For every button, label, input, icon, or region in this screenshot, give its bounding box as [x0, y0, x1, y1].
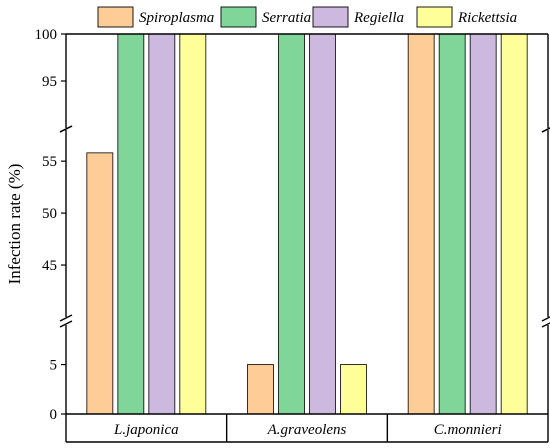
category-label-1: A.graveolens: [267, 422, 347, 438]
legend-label-regiella: Regiella: [353, 10, 404, 26]
bar-rickettsia-2: [500, 33, 528, 415]
y-tick-label-5: 5: [50, 358, 58, 374]
y-tick-label-0: 0: [50, 407, 58, 423]
y-ticks: 0 5 45 50 55 95 100: [35, 27, 66, 423]
legend-label-rickettsia: Rickettsia: [457, 10, 517, 26]
category-label-0: L.japonica: [113, 422, 179, 438]
y-axis-label: Infection rate (%): [5, 164, 24, 285]
legend-swatch-spiroplasma: [97, 6, 134, 28]
y-tick-label-100: 100: [35, 27, 58, 43]
bar-rickettsia-0: [179, 33, 207, 415]
legend-label-spiroplasma: Spiroplasma: [139, 10, 214, 26]
bar-spiroplasma-2: [407, 33, 435, 415]
y-tick-label-95: 95: [42, 74, 57, 90]
bars-layer: [86, 33, 528, 415]
bar-spiroplasma-1: [247, 364, 274, 415]
bar-regiella-2: [469, 33, 497, 415]
category-label-2: C.monnieri: [434, 422, 502, 438]
break-mark-lower-0-1: [541, 322, 550, 328]
bar-regiella-0: [148, 33, 176, 415]
bar-regiella-1: [309, 33, 336, 415]
break-mark-upper-1-1: [541, 127, 550, 133]
legend-swatch-regiella: [312, 6, 349, 28]
y-tick-label-55: 55: [42, 154, 57, 170]
category-axis: L.japonica A.graveolens C.monnieri: [65, 414, 549, 443]
bar-serratia-0: [117, 33, 145, 415]
bar-spiroplasma-0: [86, 152, 114, 415]
axes: [59, 33, 550, 415]
bar-serratia-2: [438, 33, 466, 415]
break-mark-upper-0-0: [59, 314, 73, 322]
y-tick-label-50: 50: [42, 206, 57, 222]
legend-swatch-rickettsia: [416, 6, 453, 28]
break-mark-upper-0-1: [541, 316, 550, 322]
bar-serratia-1: [278, 33, 305, 415]
legend: Spiroplasma Serratia Regiella Rickettsia: [97, 6, 517, 28]
break-mark-upper-1-0: [59, 125, 73, 133]
bar-rickettsia-1: [340, 364, 367, 415]
legend-swatch-serratia: [220, 6, 257, 28]
legend-label-serratia: Serratia: [262, 10, 311, 26]
break-mark-lower-0-0: [59, 320, 73, 328]
y-tick-label-45: 45: [42, 258, 57, 274]
